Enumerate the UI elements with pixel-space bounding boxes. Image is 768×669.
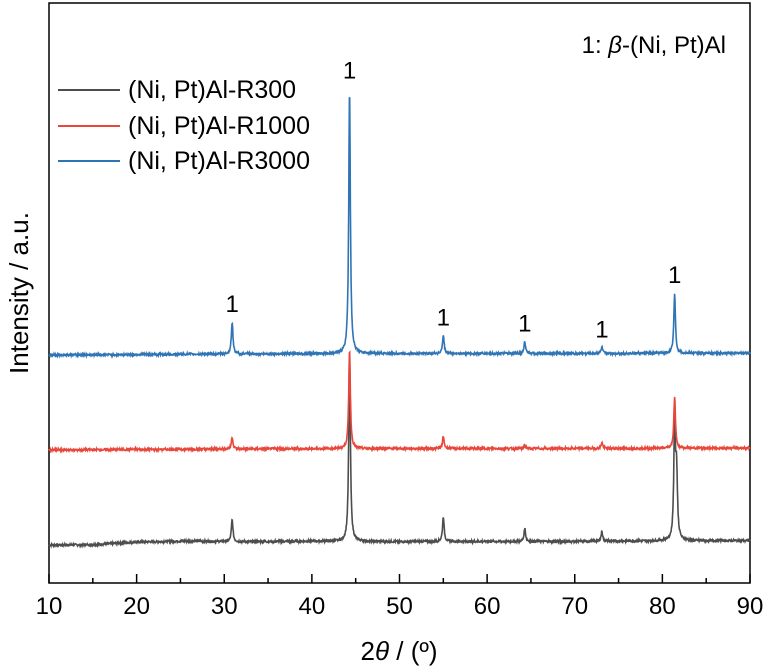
series-line-r1000 bbox=[48, 350, 751, 454]
x-tick-label: 30 bbox=[211, 593, 238, 620]
legend-label-r1000: (Ni, Pt)Al-R1000 bbox=[128, 112, 310, 140]
phase-annotation: 1: β-(Ni, Pt)Al bbox=[582, 32, 726, 59]
peak-label: 1 bbox=[343, 58, 356, 85]
x-tick-label: 10 bbox=[36, 593, 63, 620]
x-axis-tick-labels: 10 20 30 40 50 60 70 80 90 bbox=[36, 593, 764, 620]
y-axis-label: Intensity / a.u. bbox=[4, 212, 34, 374]
peak-label: 1 bbox=[595, 316, 608, 343]
series-lines bbox=[48, 96, 751, 549]
x-tick-label: 50 bbox=[386, 593, 413, 620]
peak-labels: 1 1 1 1 1 1 bbox=[225, 58, 681, 344]
x-tick-label: 80 bbox=[649, 593, 676, 620]
legend: (Ni, Pt)Al-R300 (Ni, Pt)Al-R1000 (Ni, Pt… bbox=[58, 76, 310, 175]
series-line-r300 bbox=[48, 356, 751, 549]
peak-label: 1 bbox=[437, 305, 450, 332]
legend-label-r300: (Ni, Pt)Al-R300 bbox=[128, 76, 296, 104]
peak-label: 1 bbox=[668, 262, 681, 289]
x-tick-label: 20 bbox=[123, 593, 150, 620]
x-axis-label: 2θ / (º) bbox=[360, 636, 437, 666]
x-tick-label: 70 bbox=[561, 593, 588, 620]
x-tick-label: 90 bbox=[737, 593, 764, 620]
x-axis-ticks bbox=[48, 574, 751, 583]
peak-label: 1 bbox=[225, 291, 238, 318]
x-tick-label: 40 bbox=[299, 593, 326, 620]
legend-label-r3000: (Ni, Pt)Al-R3000 bbox=[128, 147, 310, 175]
x-tick-label: 60 bbox=[474, 593, 501, 620]
peak-label: 1 bbox=[518, 311, 531, 338]
series-line-r3000 bbox=[48, 96, 751, 360]
